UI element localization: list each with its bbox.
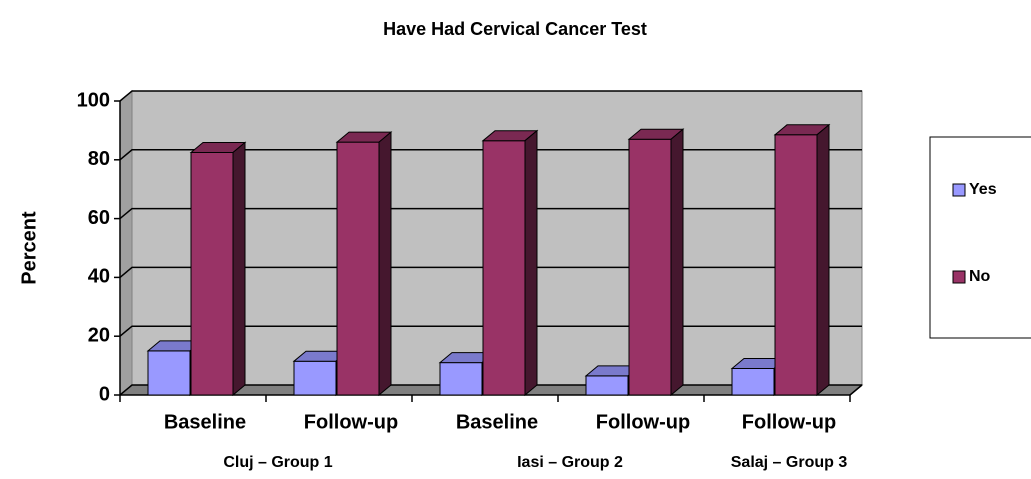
legend-swatch (952, 183, 966, 197)
group-label: Iasi – Group 2 (517, 454, 623, 471)
y-tick-label: 80 (88, 148, 110, 170)
legend-swatch (952, 270, 966, 284)
bar (189, 141, 247, 397)
legend-box (929, 136, 1031, 339)
bar-front (585, 375, 629, 396)
grid-line (119, 266, 862, 278)
group-label: Salaj – Group 3 (731, 454, 848, 471)
bar-front (628, 138, 672, 396)
grid-line (119, 90, 862, 102)
bar-front (190, 151, 234, 396)
bar-side (816, 123, 830, 397)
grid-line (119, 207, 862, 220)
bar (335, 131, 393, 397)
y-tick-label: 100 (77, 89, 110, 111)
y-axis-label: Percent (18, 211, 40, 285)
bar (481, 129, 539, 397)
legend-label: Yes (969, 181, 997, 198)
bar (627, 128, 685, 397)
bar-front (439, 362, 483, 396)
bar-front (336, 141, 380, 396)
x-tick-label: Follow-up (596, 411, 690, 433)
y-tick-label: 60 (88, 207, 110, 229)
side-wall (119, 89, 133, 397)
bar-front (482, 140, 526, 396)
x-tick-label: Baseline (164, 411, 246, 433)
legend-label: No (969, 268, 991, 285)
y-tick-label: 0 (99, 383, 110, 405)
chart-title: Have Had Cervical Cancer Test (383, 19, 647, 39)
bar (292, 350, 350, 397)
x-axis-end (849, 384, 863, 396)
bar-side (378, 131, 392, 397)
bar-front (147, 350, 191, 396)
bar-front (774, 134, 818, 396)
y-tick-label: 20 (88, 324, 110, 346)
y-tick-label: 40 (88, 266, 110, 288)
grid-line (119, 149, 862, 161)
x-tick-label: Follow-up (742, 411, 836, 433)
bar-front (731, 368, 775, 396)
bar-side (670, 128, 684, 397)
group-label: Cluj – Group 1 (223, 454, 332, 471)
bar (773, 123, 831, 397)
bar-front (293, 360, 337, 396)
x-tick-label: Follow-up (304, 411, 398, 433)
grid-line (119, 325, 862, 337)
bar-side (524, 129, 538, 397)
x-tick-label: Baseline (456, 411, 538, 433)
bar-side (232, 141, 246, 397)
